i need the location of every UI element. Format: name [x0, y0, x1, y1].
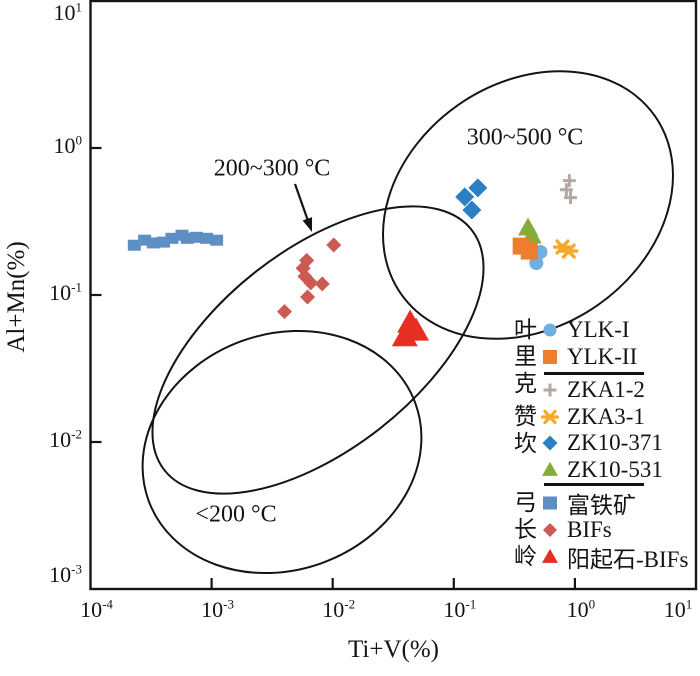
legend-item-label: BIFs — [567, 517, 612, 542]
x-tick-label-10e1: 101 — [663, 596, 693, 622]
legend-marker-shape-ZKA3-1 — [540, 409, 560, 425]
point-BIFs — [300, 289, 316, 305]
point-富铁矿 — [189, 231, 203, 243]
legend-group-divider-1 — [544, 483, 644, 486]
series-ZKA3-1 — [552, 239, 579, 259]
legend-group-divider-0 — [544, 372, 644, 375]
y-tick-label-10e-1: 10-1 — [49, 279, 82, 305]
point-阳起石-BIFs — [391, 323, 418, 347]
y-tick-label-10e1: 101 — [53, 0, 83, 25]
legend-item-label: ZKA3-1 — [567, 404, 645, 429]
point-BIFs — [326, 237, 342, 253]
legend-marker-YLK-I — [543, 323, 557, 337]
point-富铁矿 — [200, 232, 214, 244]
legend-marker-阳起石-BIFs — [542, 548, 558, 563]
legend-marker-shape-ZKA1-2 — [543, 383, 557, 397]
legend-item-label: ZK10-531 — [567, 457, 663, 482]
legend-item-label: YLK-I — [567, 317, 630, 342]
legend-item-label: ZKA1-2 — [567, 377, 645, 402]
legend-marker-shape-YLK-I — [543, 323, 557, 337]
annotation-arrow-line — [293, 183, 310, 223]
series-ZKA1-2 — [559, 174, 578, 205]
legend-marker-shape-阳起石-BIFs — [542, 548, 558, 563]
legend-item-label: ZK10-371 — [567, 430, 663, 455]
x-tick-label-10e-1: 10-1 — [443, 596, 477, 622]
point-BIFs — [303, 275, 319, 291]
series-BIFs — [277, 237, 342, 320]
legend-marker-shape-ZK10-371 — [542, 435, 558, 451]
legend-item-ZKA1-2: ZKA1-2 — [538, 376, 645, 404]
point-ZK10-371 — [462, 200, 482, 220]
legend-marker-BIFs — [543, 523, 557, 537]
x-tick-label-10e-4: 10-4 — [80, 596, 113, 622]
legend-item-label: 阳起石-BIFs — [567, 547, 689, 572]
legend-marker-shape-ZK10-531 — [542, 461, 558, 476]
region-label-200-300: 200~300 °C — [213, 155, 331, 182]
series-富铁矿 — [127, 229, 224, 251]
y-tick-label-10e-3: 10-3 — [49, 561, 82, 587]
point-YLK-II — [520, 242, 538, 260]
legend-marker-ZKA3-1 — [540, 409, 560, 425]
legend-item-富铁矿: 富铁矿 — [538, 489, 636, 518]
point-富铁矿 — [210, 234, 224, 246]
point-ZKA3-1 — [559, 243, 579, 259]
point-富铁矿 — [156, 236, 170, 248]
region-label-lt200: <200 °C — [195, 501, 277, 528]
point-富铁矿 — [180, 232, 194, 244]
point-富铁矿 — [138, 234, 152, 246]
region-ellipse-1 — [151, 205, 485, 495]
legend-marker-ZKA1-2 — [543, 383, 557, 397]
legend-item-label: 富铁矿 — [567, 493, 636, 518]
point-ZKA1-2 — [562, 174, 576, 188]
y-tick-label-10e0: 100 — [53, 132, 83, 158]
point-富铁矿 — [146, 237, 160, 249]
legend-marker-shape-BIFs — [543, 523, 557, 537]
legend-group-label-1: 赞坎 — [514, 404, 537, 456]
x-tick-label-10e-2: 10-2 — [322, 596, 356, 622]
series-ZK10-371 — [455, 178, 488, 220]
legend-marker-shape-富铁矿 — [543, 496, 557, 510]
point-ZKA1-2 — [559, 183, 573, 197]
legend-item-label: YLK-II — [567, 344, 638, 369]
legend-group-label-0: 叶里克 — [514, 317, 537, 396]
series-YLK-II — [512, 237, 538, 260]
legend-item-YLK-I: YLK-I — [538, 316, 630, 344]
x-tick-label-10e-3: 10-3 — [201, 596, 235, 622]
y-tick-label-10e-2: 10-2 — [49, 426, 82, 452]
point-富铁矿 — [127, 239, 141, 251]
x-axis-title: Ti+V(%) — [348, 636, 439, 663]
point-BIFs — [314, 276, 330, 292]
annotation-arrow-head — [302, 217, 313, 232]
legend-item-阳起石-BIFs: 阳起石-BIFs — [538, 543, 689, 572]
point-富铁矿 — [165, 232, 179, 244]
region-ellipse-0 — [382, 70, 674, 340]
point-BIFs — [277, 304, 293, 320]
legend-item-YLK-II: YLK-II — [538, 343, 637, 371]
point-ZKA1-2 — [564, 191, 578, 205]
legend-group-label-2: 弓长岭 — [514, 490, 537, 569]
legend-item-ZK10-531: ZK10-531 — [538, 456, 663, 484]
legend-marker-富铁矿 — [543, 496, 557, 510]
legend-marker-YLK-II — [543, 350, 557, 364]
x-tick-label-10e0: 100 — [566, 596, 596, 622]
legend-marker-shape-YLK-II — [543, 350, 557, 364]
legend-item-BIFs: BIFs — [538, 516, 612, 544]
point-ZK10-371 — [468, 178, 488, 198]
region-ellipse-2 — [141, 329, 423, 575]
region-label-300-500: 300~500 °C — [466, 124, 584, 151]
point-ZK10-371 — [455, 187, 475, 207]
legend-item-ZK10-371: ZK10-371 — [538, 429, 663, 457]
series-阳起石-BIFs — [391, 309, 430, 347]
legend-marker-ZK10-371 — [542, 435, 558, 451]
legend-item-ZKA3-1: ZKA3-1 — [538, 403, 645, 431]
legend-marker-ZK10-531 — [542, 461, 558, 476]
